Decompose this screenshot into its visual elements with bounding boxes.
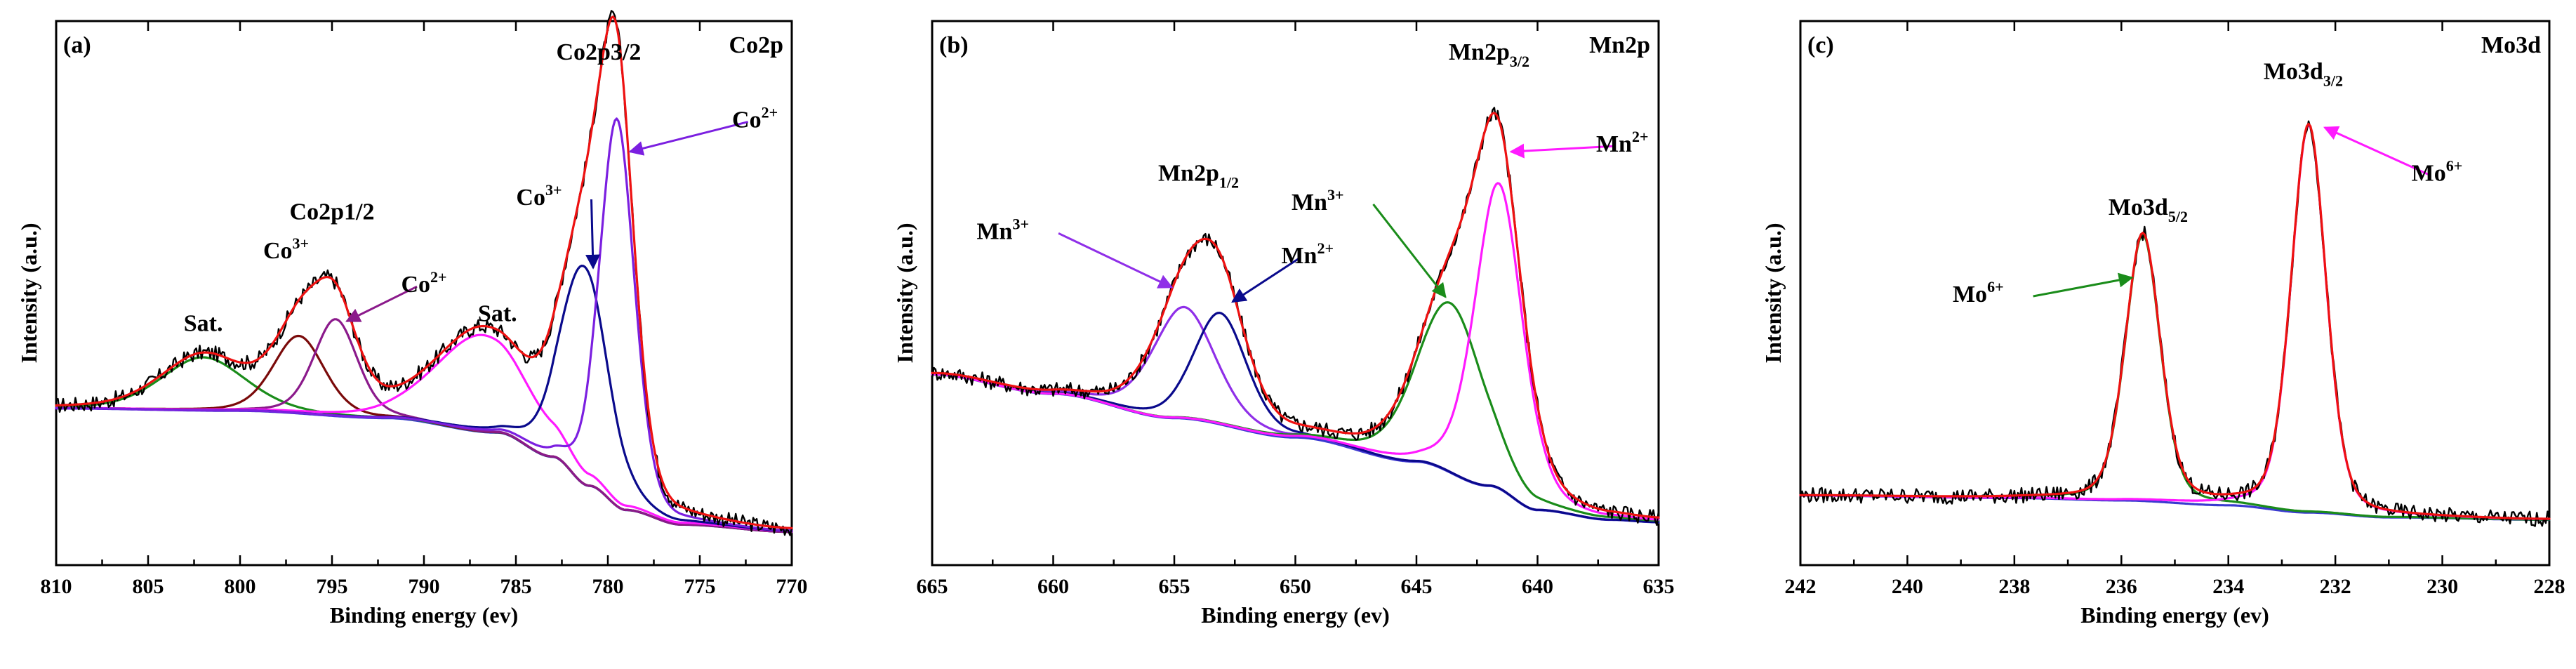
x-tick-label: 242 (1785, 575, 1817, 598)
x-tick-label: 234 (2212, 575, 2244, 598)
annotation-arrow (2323, 126, 2431, 176)
component-peak (931, 182, 1660, 521)
x-tick-label: 660 (1037, 575, 1069, 598)
x-axis-title: Binding energy (ev) (2080, 602, 2269, 628)
component-peak (931, 301, 1660, 522)
x-tick-label: 655 (1159, 575, 1190, 598)
x-tick-label: 635 (1643, 575, 1675, 598)
peak-annotation: Mo3d5/2 (2109, 194, 2188, 225)
component-peak (1799, 233, 2551, 521)
peak-annotation: Mn2+ (1281, 239, 1334, 269)
peak-annotation: Mn2p3/2 (1449, 39, 1529, 70)
component-peak (931, 305, 1660, 524)
peak-annotation: Mn2+ (1596, 128, 1649, 157)
annotation-arrow (628, 121, 748, 156)
peak-annotation: Mo6+ (1953, 278, 2004, 307)
raw-data-curve (931, 107, 1660, 526)
envelope-fit-curve (55, 15, 793, 529)
component-peak (55, 334, 793, 534)
plot-frame (1799, 20, 2551, 567)
panel-label: (b) (939, 32, 969, 58)
background-curve (931, 373, 1660, 524)
peak-annotation: Co2+ (732, 104, 778, 133)
peak-annotation: Mn3+ (976, 215, 1029, 244)
component-peak (931, 312, 1660, 524)
x-tick-label: 645 (1401, 575, 1433, 598)
x-tick-label: 228 (2534, 575, 2565, 598)
x-tick-label: 810 (41, 575, 72, 598)
annotation-arrow (1231, 256, 1301, 303)
region-label: Co2p (729, 32, 783, 58)
x-tick-label: 236 (2106, 575, 2137, 598)
annotation-arrow (2033, 272, 2134, 298)
annotation-arrow (585, 199, 601, 270)
x-tick-label: 780 (592, 575, 624, 598)
envelope-fit-curve (1799, 122, 2551, 520)
component-peak (55, 333, 793, 533)
x-tick-label: 650 (1280, 575, 1311, 598)
x-tick-label: 770 (776, 575, 808, 598)
peak-annotation: Mn3+ (1292, 186, 1344, 216)
x-tick-label: 240 (1892, 575, 1923, 598)
x-tick-label: 795 (317, 575, 348, 598)
y-axis-title: Intensity (a.u.) (892, 223, 917, 363)
x-tick-label: 800 (225, 575, 256, 598)
annotation-arrow (345, 285, 418, 322)
peak-annotation: Mn2p1/2 (1158, 161, 1239, 192)
envelope-fit-curve (931, 112, 1660, 519)
peak-annotation: Co3+ (516, 181, 562, 211)
peak-annotation: Co2p1/2 (290, 199, 375, 225)
peak-annotation: Sat. (184, 310, 223, 336)
x-tick-label: 775 (684, 575, 716, 598)
annotation-arrow (1372, 203, 1447, 298)
plot-frame (931, 20, 1660, 567)
annotation-arrow (1509, 143, 1616, 159)
peak-annotation: Mo3d3/2 (2264, 59, 2343, 90)
x-axis-title: Binding energy (ev) (330, 602, 518, 628)
peak-annotation: Co2+ (401, 268, 446, 298)
x-tick-label: 665 (917, 575, 948, 598)
mo3d-panel: 242 240 238 236 234 232 230 228 Binding energy (… (1760, 20, 2565, 628)
y-axis-title: Intensity (a.u.) (16, 223, 41, 363)
component-peak (55, 117, 793, 532)
region-label: Mn2p (1589, 32, 1650, 58)
panel-label: (c) (1807, 32, 1834, 58)
peak-annotation: Co2p3/2 (556, 39, 641, 65)
region-label: Mo3d (2481, 32, 2541, 58)
x-tick-label: 232 (2320, 575, 2351, 598)
peak-annotation: Sat. (478, 301, 517, 327)
component-peak (55, 265, 793, 532)
co2p-panel: 810 805 800 795 790 785 780 775 770 Binding energ… (16, 10, 808, 628)
x-tick-label: 238 (1998, 575, 2030, 598)
x-tick-label: 805 (133, 575, 164, 598)
x-tick-label: 230 (2426, 575, 2458, 598)
y-axis-title: Intensity (a.u.) (1760, 223, 1786, 363)
panel-label: (a) (63, 32, 91, 58)
peak-annotation: Mo6+ (2412, 157, 2463, 187)
annotation-arrow (1058, 232, 1174, 289)
x-tick-label: 785 (500, 575, 532, 598)
peak-annotation: Co3+ (263, 234, 309, 264)
x-axis-title: Binding energy (ev) (1201, 602, 1389, 628)
x-tick-label: 640 (1522, 575, 1553, 598)
mn2p-panel: 665 660 655 650 645 640 635 Binding energy (ev)… (892, 20, 1675, 628)
x-tick-label: 790 (409, 575, 440, 598)
raw-data-curve (1799, 120, 2551, 527)
component-peak (55, 318, 793, 534)
